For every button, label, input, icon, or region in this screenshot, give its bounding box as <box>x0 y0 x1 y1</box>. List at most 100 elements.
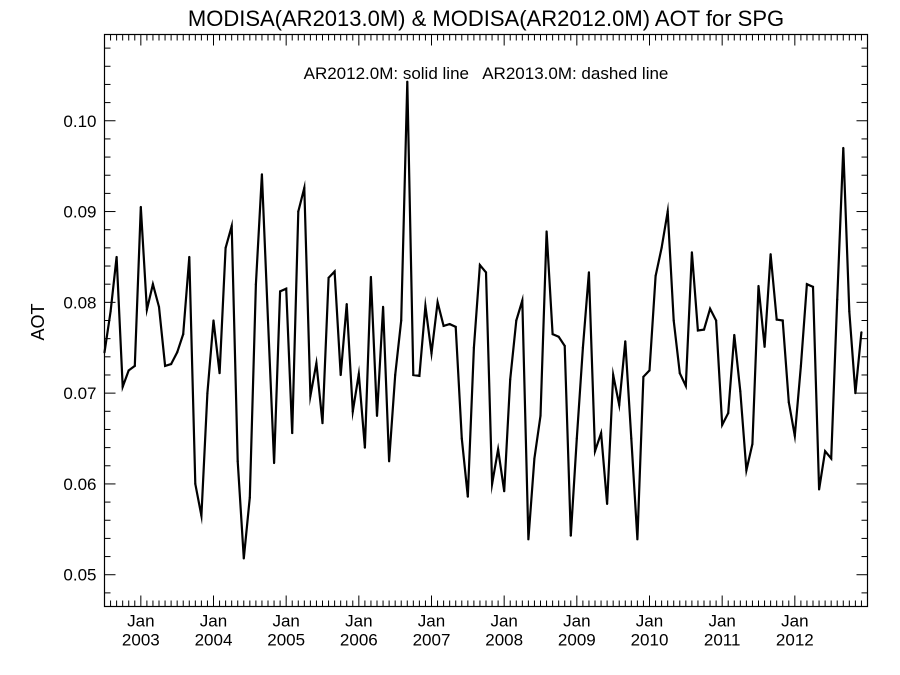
data-point <box>163 364 167 367</box>
data-point <box>424 304 427 308</box>
y-tick-label: 0.09 <box>63 203 96 222</box>
data-point <box>642 375 645 378</box>
data-point <box>321 421 324 425</box>
data-point <box>236 460 239 463</box>
x-tick-year-label: 2006 <box>340 631 378 650</box>
data-point <box>218 372 221 375</box>
data-point <box>375 414 379 417</box>
data-point <box>763 345 766 348</box>
x-tick-year-label: 2008 <box>485 631 523 650</box>
data-point <box>503 490 506 493</box>
data-point <box>497 448 500 451</box>
data-point <box>824 450 827 453</box>
data-point <box>811 285 815 289</box>
data-point <box>182 333 185 336</box>
x-tick-month-label: Jan <box>490 612 517 631</box>
data-point <box>345 303 348 306</box>
data-point <box>115 255 118 259</box>
data-point <box>793 434 796 437</box>
x-tick-month-label: Jan <box>708 612 735 631</box>
data-point <box>151 283 155 286</box>
data-point <box>551 333 554 336</box>
y-tick-label: 0.05 <box>63 566 96 585</box>
x-tick-month-label: Jan <box>636 612 663 631</box>
data-point <box>569 534 572 537</box>
x-tick-year-label: 2009 <box>558 631 596 650</box>
data-point <box>309 394 312 397</box>
data-point <box>842 146 845 150</box>
data-point <box>145 308 148 311</box>
data-point <box>836 298 839 301</box>
y-tick-label: 0.10 <box>63 112 96 131</box>
data-point <box>781 319 784 322</box>
data-point <box>478 264 482 267</box>
data-point <box>739 390 742 393</box>
data-point <box>394 373 397 377</box>
data-point <box>260 173 264 176</box>
y-tick-label: 0.06 <box>63 475 96 494</box>
data-point <box>194 482 197 486</box>
data-point <box>369 275 373 279</box>
data-point <box>291 431 294 435</box>
data-point <box>533 457 536 460</box>
data-point <box>339 373 342 377</box>
data-point <box>442 324 445 328</box>
data-point <box>430 352 433 355</box>
data-point <box>612 373 615 377</box>
data-point <box>817 488 821 491</box>
data-point <box>133 364 136 367</box>
data-point <box>254 283 257 286</box>
data-point <box>327 276 330 279</box>
x-tick-month-label: Jan <box>272 612 299 631</box>
data-point <box>745 469 748 472</box>
data-point <box>618 403 621 407</box>
x-tick-month-label: Jan <box>563 612 590 631</box>
data-point <box>206 392 209 395</box>
data-point <box>721 423 724 427</box>
data-point <box>139 205 142 209</box>
y-axis-label: AOT <box>28 303 48 340</box>
data-point <box>678 372 681 375</box>
x-tick-year-label: 2010 <box>631 631 669 650</box>
data-point <box>363 446 366 449</box>
data-point <box>176 351 179 354</box>
data-point <box>684 384 687 387</box>
data-point <box>200 514 203 517</box>
data-point <box>436 301 439 304</box>
y-tick-label: 0.08 <box>63 293 96 312</box>
data-point <box>708 307 712 310</box>
data-point <box>805 283 809 286</box>
data-point <box>103 351 106 354</box>
data-point <box>587 271 591 274</box>
data-point <box>787 401 790 404</box>
data-point <box>648 369 651 372</box>
data-point <box>581 346 584 349</box>
data-point <box>212 319 215 322</box>
x-tick-year-label: 2003 <box>122 631 160 650</box>
x-tick-month-label: Jan <box>781 612 808 631</box>
data-point <box>157 305 161 308</box>
data-point <box>509 378 512 381</box>
data-point <box>606 502 609 506</box>
data-point <box>575 437 578 440</box>
data-point <box>733 333 736 337</box>
y-tick-label: 0.07 <box>63 384 96 403</box>
data-point <box>563 344 566 348</box>
data-point <box>285 287 288 290</box>
data-point <box>775 318 778 321</box>
data-point <box>351 410 354 413</box>
data-point <box>830 457 833 460</box>
data-point <box>388 460 391 463</box>
data-point <box>599 431 603 435</box>
data-point <box>515 319 518 322</box>
x-tick-year-label: 2011 <box>704 631 741 650</box>
x-tick-year-label: 2005 <box>267 631 305 650</box>
x-tick-year-label: 2004 <box>195 631 233 650</box>
data-point <box>660 246 663 249</box>
chart-title: MODISA(AR2013.0M) & MODISA(AR2012.0M) AO… <box>188 6 784 31</box>
x-tick-month-label: Jan <box>345 612 372 631</box>
data-point <box>727 412 730 415</box>
data-point <box>266 319 270 322</box>
series-layer <box>103 80 863 560</box>
